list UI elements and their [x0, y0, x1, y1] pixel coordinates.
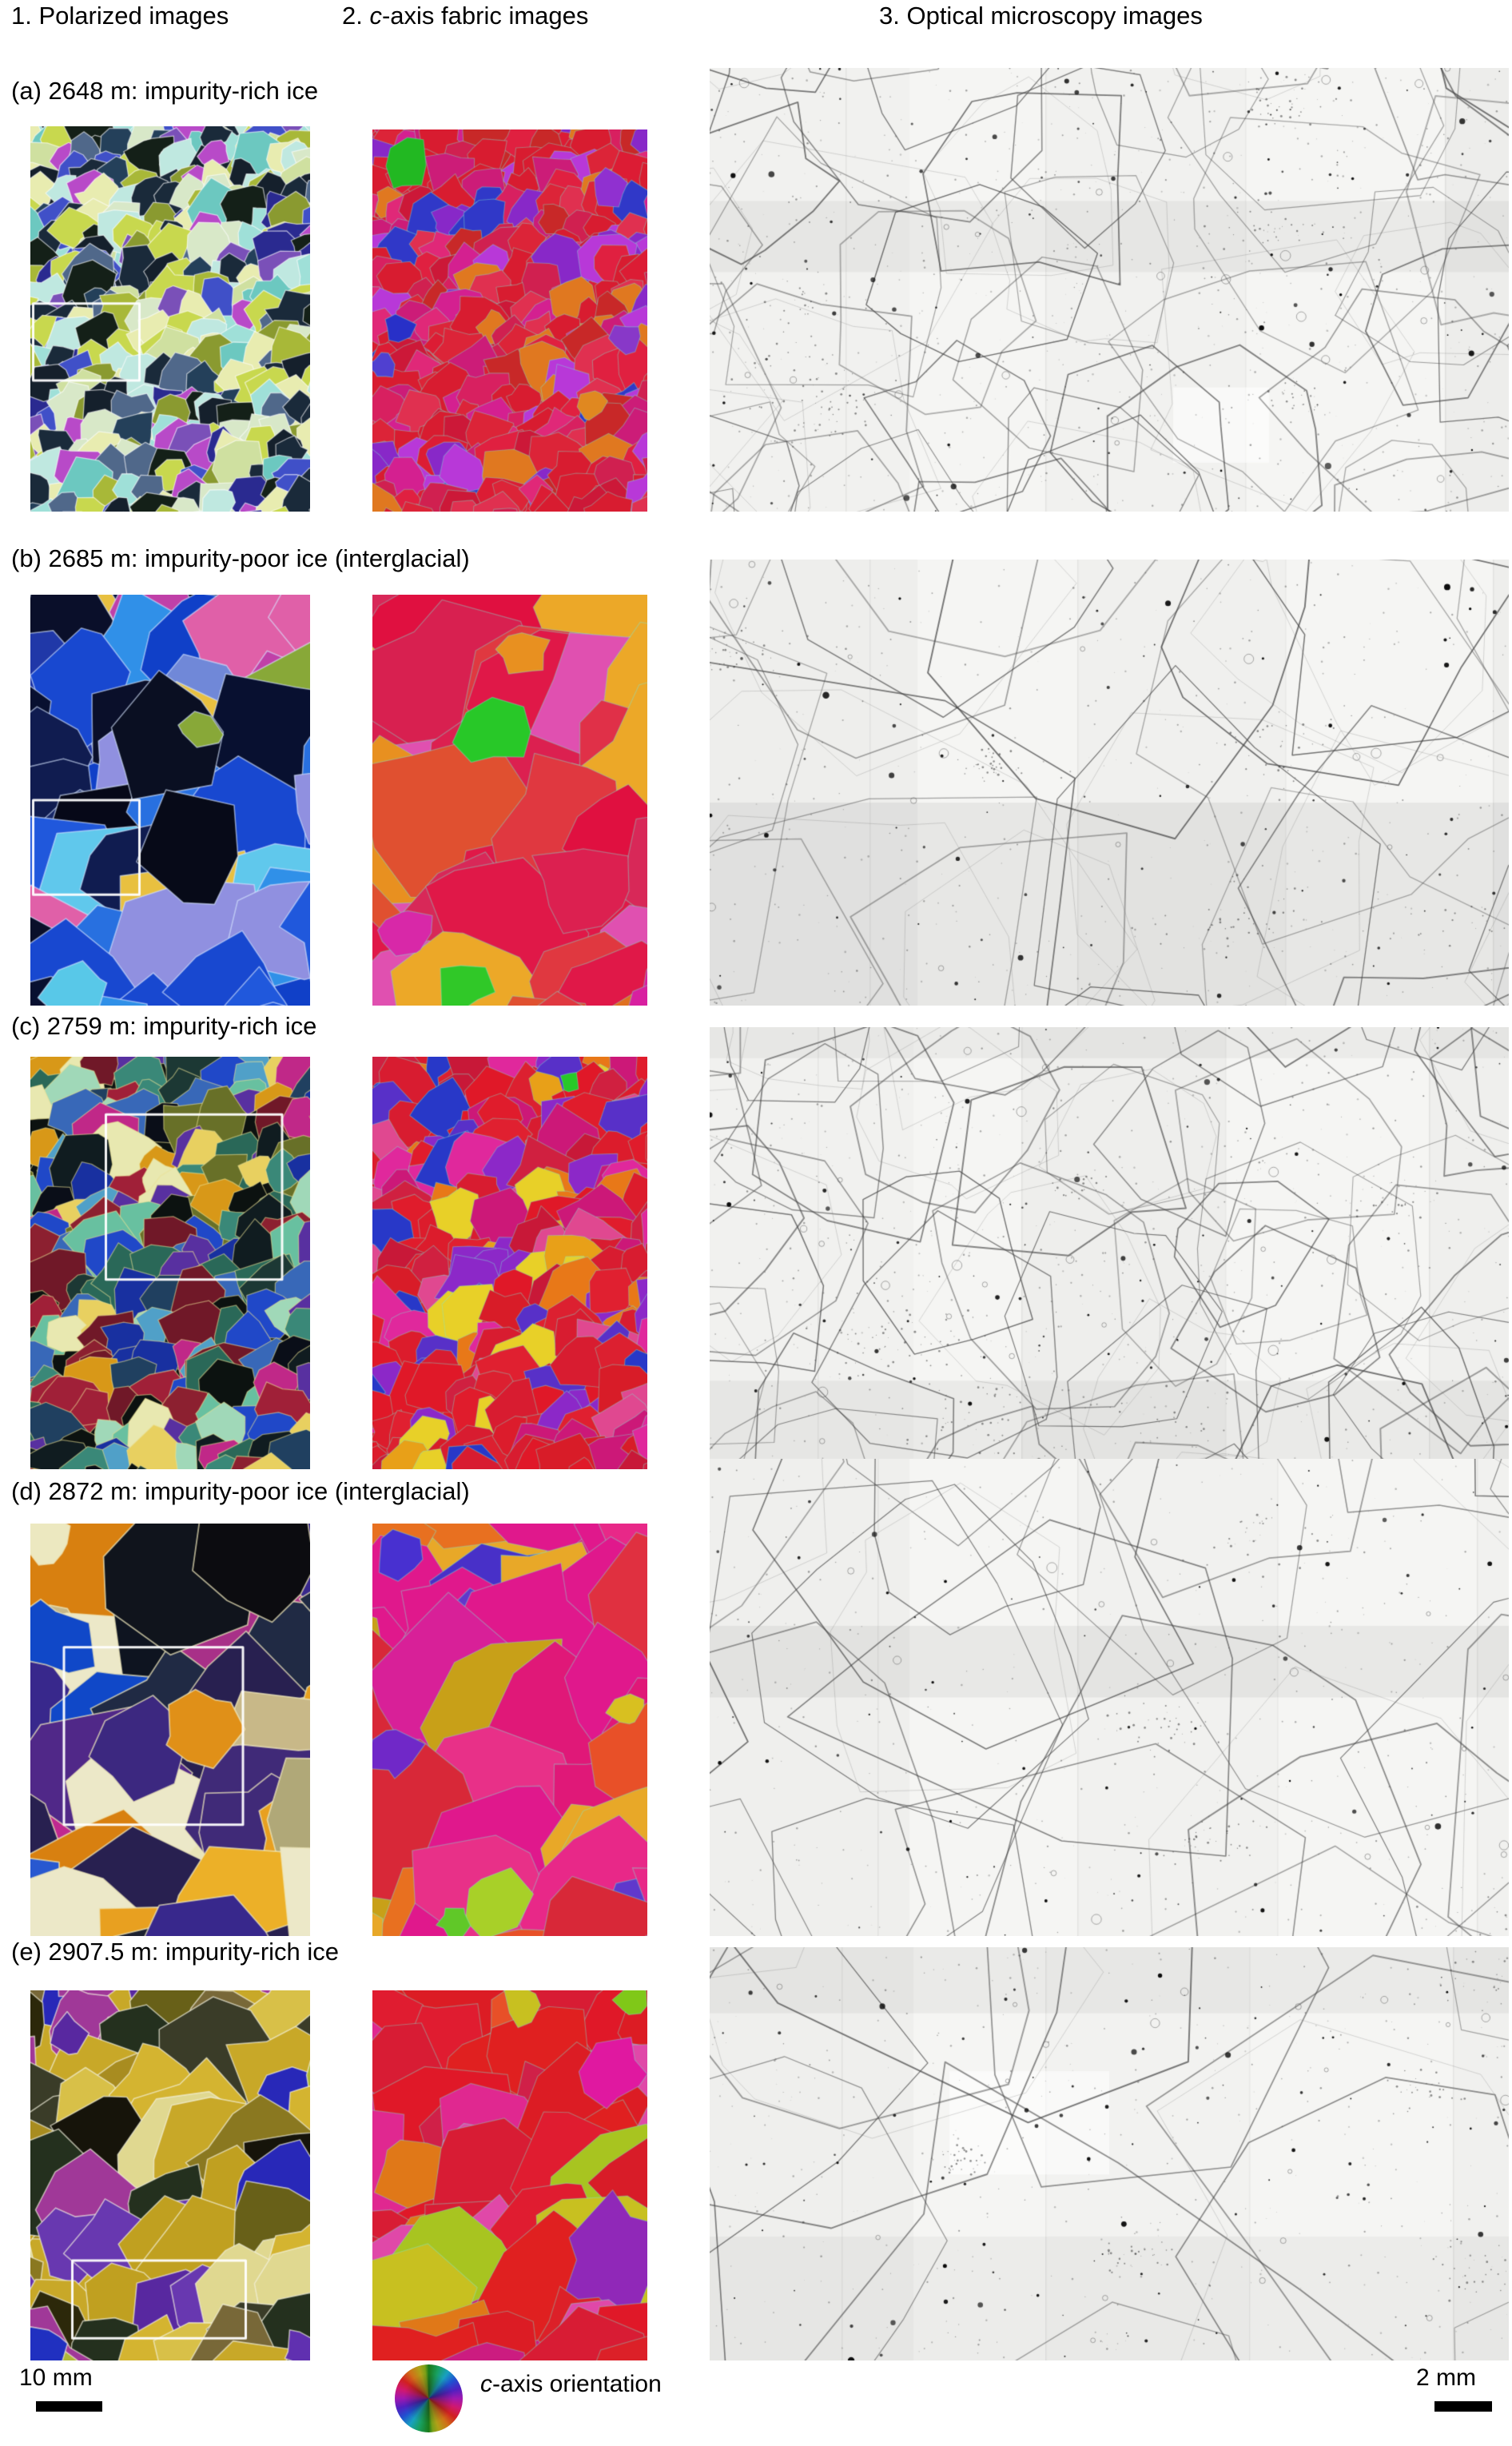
wheel-label-italic-c: c: [480, 2371, 492, 2397]
fabric-image-c: [372, 1057, 647, 1469]
optical-image-b: [710, 560, 1509, 1006]
left-scale-bar: [36, 2401, 102, 2412]
row-label-d: (d) 2872 m: impurity-poor ice (interglac…: [11, 1477, 470, 1505]
right-scale-bar: [1434, 2401, 1492, 2412]
row-label-b: (b) 2685 m: impurity-poor ice (interglac…: [11, 544, 470, 572]
header-fabric-rest: -axis fabric images: [381, 2, 589, 30]
left-scale-label: 10 mm: [19, 2364, 93, 2391]
polarized-image-b: [30, 595, 310, 1006]
header-fabric-prefix: 2.: [342, 2, 370, 30]
c-axis-orientation-color-wheel: [395, 2364, 463, 2432]
optical-image-e: [710, 1947, 1509, 2360]
optical-image-d: [710, 1459, 1509, 1936]
optical-image-a: [710, 68, 1509, 512]
header-fabric-italic-c: c: [369, 2, 382, 30]
polarized-image-e: [30, 1990, 310, 2360]
row-label-e: (e) 2907.5 m: impurity-rich ice: [11, 1938, 340, 1966]
fabric-image-b: [372, 595, 647, 1006]
polarized-image-c: [30, 1057, 310, 1469]
color-wheel-label: c-axis orientation: [480, 2371, 662, 2398]
polarized-image-d: [30, 1524, 310, 1936]
row-label-c: (c) 2759 m: impurity-rich ice: [11, 1012, 317, 1040]
right-scale-label: 2 mm: [1416, 2364, 1476, 2391]
column-header-polarized: 1. Polarized images: [11, 2, 229, 30]
optical-image-c: [710, 1027, 1509, 1469]
wheel-label-rest: -axis orientation: [492, 2371, 662, 2397]
fabric-image-d: [372, 1524, 647, 1936]
fabric-image-a: [372, 129, 647, 512]
fabric-image-e: [372, 1990, 647, 2360]
column-header-fabric: 2. c-axis fabric images: [342, 2, 588, 30]
row-label-a: (a) 2648 m: impurity-rich ice: [11, 77, 319, 105]
column-header-optical: 3. Optical microscopy images: [879, 2, 1203, 30]
polarized-image-a: [30, 126, 310, 512]
